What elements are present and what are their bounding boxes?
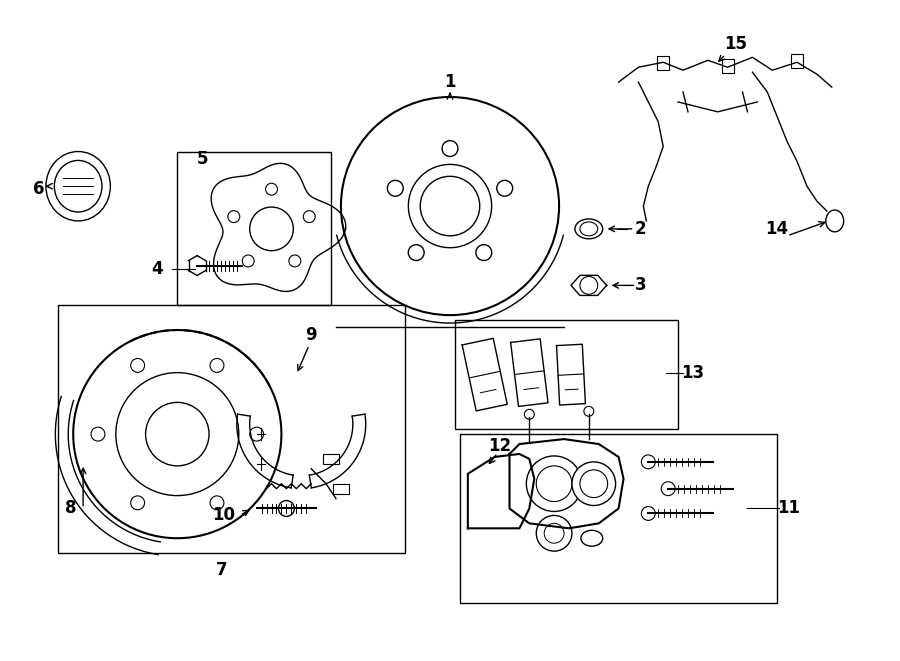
Text: 14: 14 — [766, 220, 788, 238]
Bar — [58, 305, 405, 553]
Bar — [323, 454, 339, 464]
Circle shape — [572, 462, 616, 506]
Circle shape — [526, 456, 582, 512]
Text: 6: 6 — [32, 180, 44, 198]
Text: 11: 11 — [778, 500, 801, 518]
Circle shape — [642, 455, 655, 469]
Circle shape — [642, 506, 655, 520]
Bar — [177, 151, 331, 305]
Bar — [460, 434, 778, 603]
Text: 13: 13 — [681, 364, 705, 381]
Bar — [657, 56, 669, 70]
Bar — [333, 484, 349, 494]
Bar — [455, 320, 678, 429]
Text: 10: 10 — [212, 506, 236, 524]
Text: 3: 3 — [634, 276, 646, 294]
Text: 5: 5 — [196, 151, 208, 169]
Text: 8: 8 — [66, 500, 77, 518]
Text: 1: 1 — [445, 73, 455, 91]
Text: 12: 12 — [488, 437, 511, 455]
Text: 9: 9 — [305, 326, 317, 344]
Bar — [722, 59, 734, 73]
Text: 4: 4 — [152, 260, 163, 278]
Text: 2: 2 — [634, 220, 646, 238]
Bar — [791, 54, 803, 68]
Circle shape — [662, 482, 675, 496]
Text: 7: 7 — [216, 561, 228, 579]
Circle shape — [536, 516, 572, 551]
Text: 15: 15 — [724, 36, 747, 54]
